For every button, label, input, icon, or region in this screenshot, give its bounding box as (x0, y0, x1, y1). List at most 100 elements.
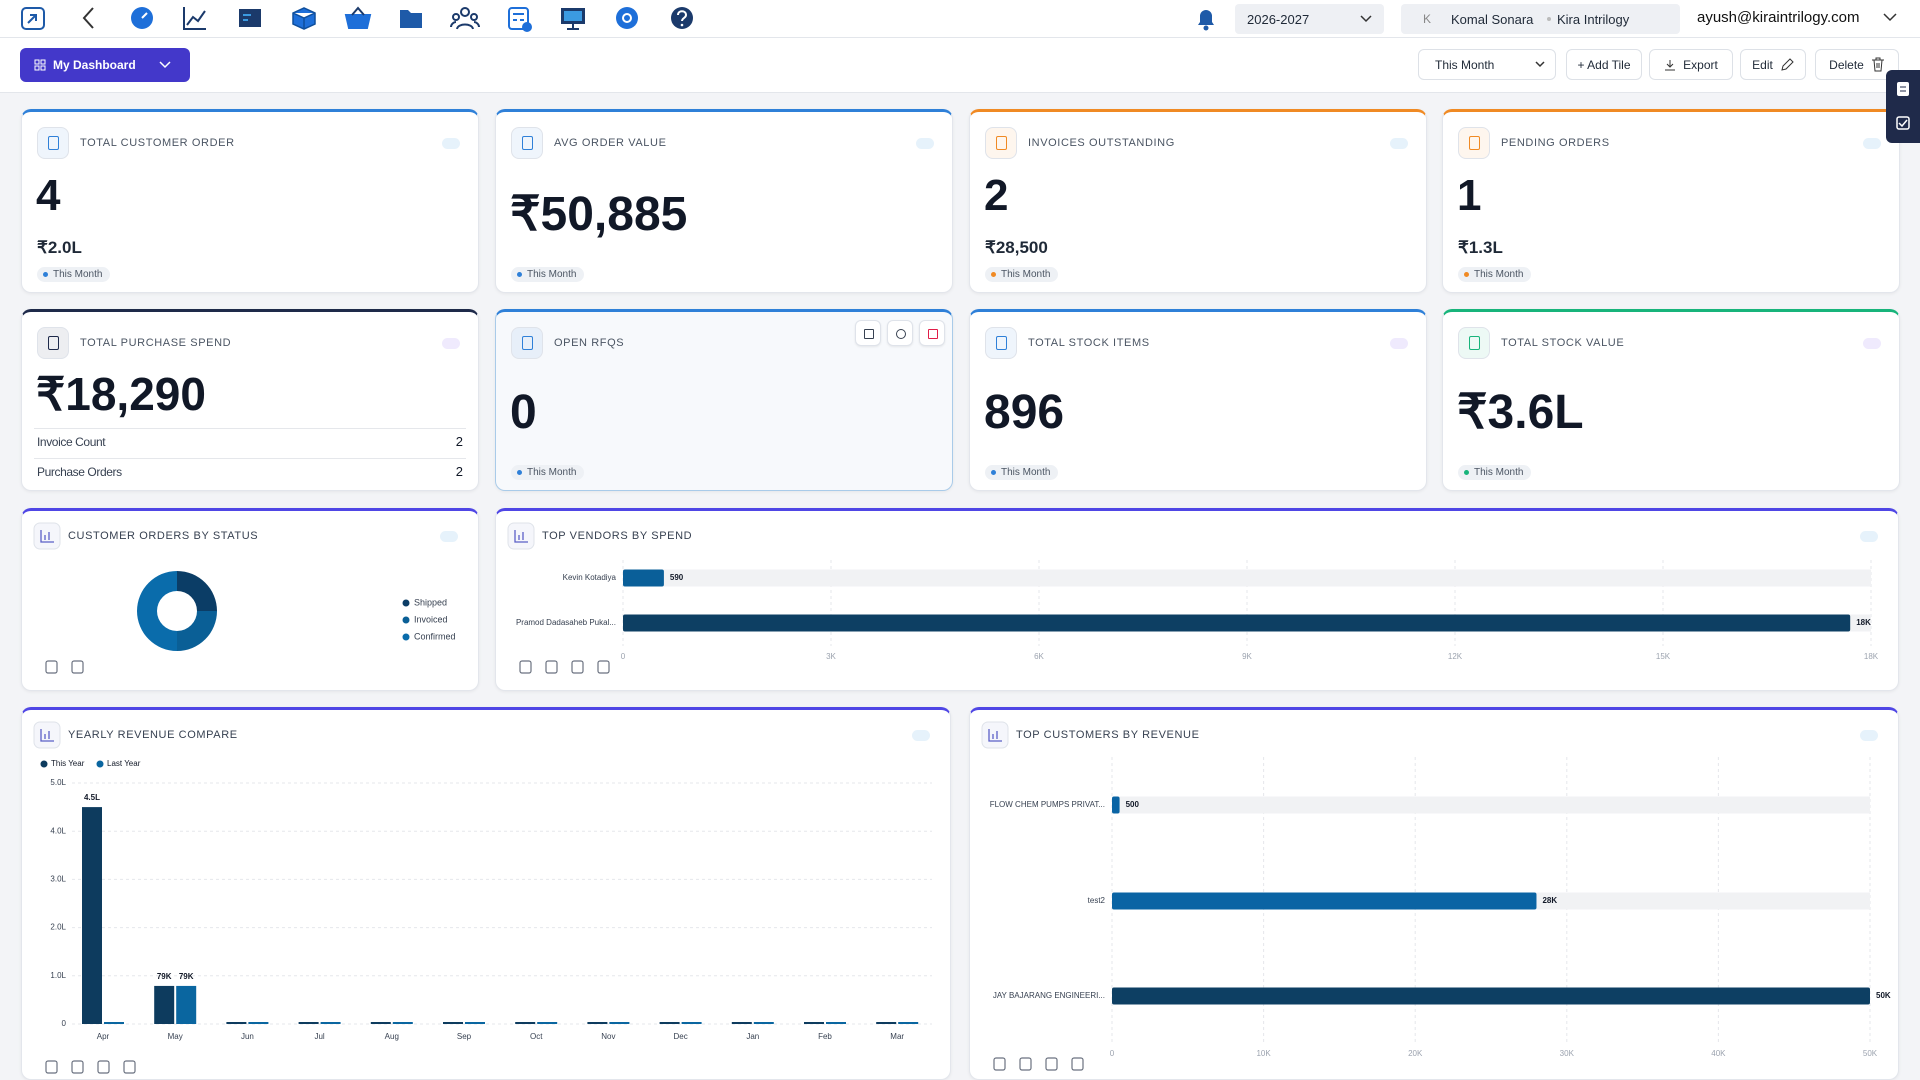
x-tick-label: 40K (1711, 1049, 1726, 1058)
value-label: 590 (670, 573, 684, 582)
chart-tool[interactable] (519, 660, 532, 674)
screen-icon[interactable] (239, 9, 261, 27)
chart-tool[interactable] (71, 660, 84, 674)
tile-action[interactable] (855, 320, 881, 346)
add-tile-button[interactable]: + Add Tile (1566, 49, 1642, 80)
bar (443, 1022, 463, 1024)
chart-tool[interactable] (545, 660, 558, 674)
chart-tool[interactable] (71, 1060, 84, 1074)
chart-tool[interactable] (1019, 1057, 1032, 1071)
avatar: K (1423, 12, 1432, 26)
kpi-tile: AVG ORDER VALUE ₹50,885 This Month (495, 109, 953, 293)
bar (370, 1022, 391, 1024)
bar (392, 1022, 413, 1024)
side-panel (1886, 70, 1920, 143)
tile-action[interactable] (887, 320, 913, 346)
x-tick-label: 10K (1256, 1049, 1271, 1058)
bar (898, 1022, 919, 1024)
bar (609, 1022, 630, 1024)
bar (226, 1022, 247, 1024)
toolbar: My Dashboard This Month + Add Tile Expor… (0, 38, 1920, 93)
chevron (159, 61, 171, 69)
pill-dot (1464, 272, 1469, 277)
delete-text: Delete (1829, 57, 1864, 72)
category-label: FLOW CHEM PUMPS PRIVAT... (990, 800, 1105, 809)
chart: TOP CUSTOMERS BY REVENUE 0 10K 20K 30K 40K 50K… (981, 721, 1891, 1071)
edit-text: Edit (1752, 57, 1773, 72)
dashboard-select[interactable]: My Dashboard (20, 48, 190, 82)
chart-tool[interactable] (1045, 1057, 1058, 1071)
year-select[interactable]: 2026-2027 (1235, 4, 1384, 34)
tile-value: ₹18,290 (36, 368, 206, 421)
chart-tool[interactable] (1071, 1057, 1084, 1071)
chart-tool[interactable] (571, 660, 584, 674)
tile-title: OPEN RFQS (554, 337, 625, 350)
x-tick-label: 15K (1656, 652, 1671, 661)
help-icon[interactable] (671, 7, 693, 29)
pill-dot (1464, 470, 1469, 475)
bar (298, 1022, 319, 1024)
period-select[interactable]: This Month (1418, 49, 1556, 80)
icon-glyph (48, 136, 59, 150)
side-icons[interactable] (1886, 70, 1920, 143)
trend-badge (1863, 138, 1881, 149)
tile-action[interactable] (919, 320, 945, 346)
basket-handle (351, 6, 365, 16)
bell-icon[interactable] (1194, 6, 1218, 32)
kpi-tile: TOTAL STOCK VALUE ₹3.6L This Month (1442, 309, 1900, 491)
x-tick-label: Oct (530, 1032, 543, 1041)
chart-tool[interactable] (123, 1060, 136, 1074)
chart-tool[interactable] (97, 1060, 110, 1074)
chart-title: YEARLY REVENUE COMPARE (68, 729, 238, 741)
settings-icon[interactable] (616, 7, 638, 29)
chart-tool[interactable] (597, 660, 610, 674)
tile-icon (985, 327, 1017, 359)
basket-icon[interactable] (344, 14, 372, 29)
tile-amount: ₹2.0L (37, 237, 82, 257)
title-glyph (40, 530, 54, 543)
chart-title: TOP VENDORS BY SPEND (542, 530, 692, 542)
monitor-icon[interactable] (561, 8, 585, 30)
people-icon[interactable] (450, 7, 480, 30)
folder-icon[interactable] (400, 10, 422, 28)
trend-badge (1390, 338, 1408, 349)
period-pill: This Month (37, 267, 111, 282)
trend-badge (1390, 138, 1408, 149)
export-button[interactable]: Export (1649, 49, 1733, 80)
delete-button[interactable]: Delete (1815, 49, 1899, 80)
email[interactable]: ayush@kiraintrilogy.com (1697, 9, 1860, 26)
category-label: Pramod Dadasaheb Pukal... (516, 618, 616, 627)
period-pill: This Month (511, 465, 585, 480)
legend-label: Confirmed (414, 631, 456, 641)
back-icon[interactable] (82, 7, 94, 29)
chart-tool[interactable] (45, 1060, 58, 1074)
bar (659, 1022, 680, 1024)
calc-icon[interactable] (508, 7, 532, 32)
x-tick-label: Nov (601, 1032, 615, 1041)
icon-glyph (1469, 136, 1480, 150)
legend-dot (402, 599, 410, 607)
x-tick-label: 30K (1560, 1049, 1575, 1058)
chart-icon[interactable] (183, 7, 206, 30)
icon-glyph (522, 136, 533, 150)
gauge-icon[interactable] (131, 7, 153, 29)
tile-amount: ₹28,500 (985, 237, 1048, 257)
export-text: Export (1683, 57, 1718, 72)
user-chevron[interactable] (1883, 12, 1897, 22)
chart-tool[interactable] (45, 660, 58, 674)
icon-glyph (1469, 336, 1480, 350)
edit-button[interactable]: Edit (1740, 49, 1806, 80)
box-icon[interactable] (292, 7, 316, 30)
logo[interactable] (21, 7, 45, 30)
trend-badge (1860, 730, 1878, 741)
donut-slice (177, 611, 217, 651)
tile-title: AVG ORDER VALUE (554, 137, 667, 150)
user-box[interactable]: K Komal Sonara Kira Intrilogy (1401, 4, 1680, 34)
title-icon (33, 721, 61, 749)
chart-tool[interactable] (993, 1057, 1006, 1071)
bar (1112, 892, 1537, 910)
x-tick-label: Mar (890, 1032, 904, 1041)
category-label: JAY BAJARANG ENGINEERI... (993, 991, 1105, 1000)
value-label: 500 (1126, 800, 1140, 809)
top-nav: 2026-2027 K Komal Sonara Kira Intrilogy … (0, 0, 1920, 38)
